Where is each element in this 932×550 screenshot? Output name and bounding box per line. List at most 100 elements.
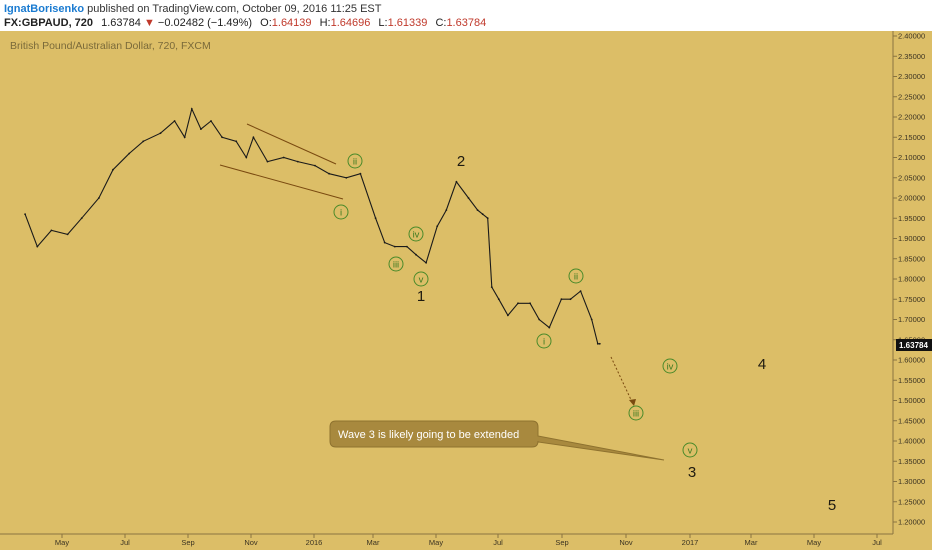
price-point [476, 209, 479, 212]
author-link[interactable]: IgnatBorisenko [4, 3, 85, 15]
x-tick-label: May [55, 538, 69, 547]
y-tick-label: 1.20000 [898, 518, 925, 527]
price-point [445, 209, 448, 212]
chart-header: IgnatBorisenko published on TradingView.… [0, 0, 932, 31]
close-value: 1.63784 [446, 17, 487, 29]
x-axis: May Jul Sep Nov 2016 Mar May Jul Sep Nov 2017 Mar Ma… [0, 533, 893, 547]
callout: Wave 3 is likely going to be extended [329, 420, 665, 461]
wave-label-3: 3 [688, 464, 696, 481]
price-point [393, 245, 396, 248]
callout-text: Wave 3 is likely going to be extended [338, 429, 519, 441]
low-value: 1.61339 [387, 17, 428, 29]
price-point [314, 164, 316, 167]
price-point [112, 168, 114, 171]
x-tick-label: Nov [244, 538, 258, 547]
y-tick-label: 1.60000 [898, 356, 925, 365]
price-point [497, 298, 500, 301]
wedge-upper-line [246, 123, 337, 165]
projection-arrow [610, 356, 634, 405]
x-tick-label: Sep [555, 538, 568, 547]
high-value: 1.64696 [330, 17, 371, 29]
price-point [159, 132, 162, 135]
price-point [486, 217, 489, 220]
price-point [425, 261, 427, 264]
minor-label-iv-a: iv [413, 230, 420, 241]
y-tick-label: 2.15000 [898, 133, 925, 142]
chart[interactable]: British Pound/Australian Dollar, 720, FX… [0, 31, 932, 550]
chart-background [0, 31, 932, 550]
x-tick-label: 2016 [306, 538, 323, 547]
price-point [517, 302, 519, 305]
price-point [548, 326, 551, 329]
publish-info: IgnatBorisenko published on TradingView.… [4, 3, 381, 15]
y-tick-label: 1.30000 [898, 477, 925, 486]
price-point [507, 314, 509, 317]
wave-label-2: 2 [457, 153, 465, 170]
price-point [36, 245, 39, 248]
price-point [383, 241, 386, 244]
price-point [200, 128, 202, 130]
price-point [436, 225, 439, 228]
price-point [235, 140, 238, 143]
price-point [266, 160, 269, 163]
price-point [183, 136, 186, 139]
callout-bubble [329, 420, 665, 461]
high-label: H: [319, 17, 331, 29]
y-tick-label: 2.20000 [898, 113, 925, 122]
y-tick-label: 2.25000 [898, 92, 925, 101]
price-point [173, 120, 176, 122]
x-tick-label: May [429, 538, 443, 547]
price-point [252, 136, 255, 139]
minor-circle-i-b [536, 333, 552, 349]
minor-label-i-a: i [340, 208, 342, 219]
x-tick-label: Mar [745, 538, 758, 547]
chart-subtitle: British Pound/Australian Dollar, 720, FX… [10, 40, 211, 52]
minor-label-i-b: i [543, 337, 545, 348]
y-tick-label: 1.35000 [898, 457, 925, 466]
x-tick-label: 2017 [682, 538, 699, 547]
close-label: C: [435, 17, 447, 29]
y-tick-label: 2.30000 [898, 72, 925, 81]
wave-label-4: 4 [758, 356, 766, 373]
minor-label-ii-a: ii [353, 157, 357, 168]
price-point [374, 217, 377, 220]
minor-circle-v-b [682, 442, 698, 458]
y-tick-label: 2.05000 [898, 173, 925, 182]
price-point [529, 302, 531, 305]
series-group [24, 107, 601, 345]
price-point [24, 213, 26, 216]
down-arrow-icon: ▼ [143, 17, 155, 29]
price-point [282, 156, 285, 159]
minor-label-ii-b: ii [574, 272, 578, 283]
price-point [598, 342, 601, 345]
minor-circle-v-a [413, 271, 429, 287]
price-point [221, 136, 224, 139]
price-change: −0.02482 (−1.49%) [157, 17, 253, 29]
wave-label-1: 1 [417, 288, 425, 305]
price-point [590, 318, 593, 321]
published-text: published on TradingView.com, October 09… [87, 3, 382, 15]
last-price-tag-bg [896, 339, 932, 351]
minor-label-iii-a: iii [393, 260, 399, 271]
price-point [538, 318, 541, 321]
price-point [296, 160, 299, 163]
arrow-head-icon [629, 399, 636, 406]
y-tick-label: 1.75000 [898, 295, 925, 304]
price-point [406, 245, 408, 248]
x-tick-label: Jul [120, 538, 130, 547]
price-point [190, 108, 193, 110]
y-tick-label: 1.70000 [898, 315, 925, 324]
symbol-info: FX:GBPAUD, 720 1.63784 ▼ −0.02482 (−1.49… [4, 17, 486, 29]
open-label: O: [260, 17, 272, 29]
minor-circle-iii-b [628, 405, 644, 421]
price-point [328, 172, 330, 175]
minor-circle-ii-b [568, 268, 584, 284]
x-tick-label: Jul [872, 538, 882, 547]
price-point [142, 140, 145, 143]
last-price: 1.63784 [101, 17, 141, 29]
y-tick-label: 1.50000 [898, 396, 925, 405]
y-tick-label: 2.40000 [898, 32, 925, 41]
price-series-line [24, 107, 600, 345]
price-point [569, 298, 572, 301]
last-price-tag: 1.63784 [896, 339, 932, 351]
